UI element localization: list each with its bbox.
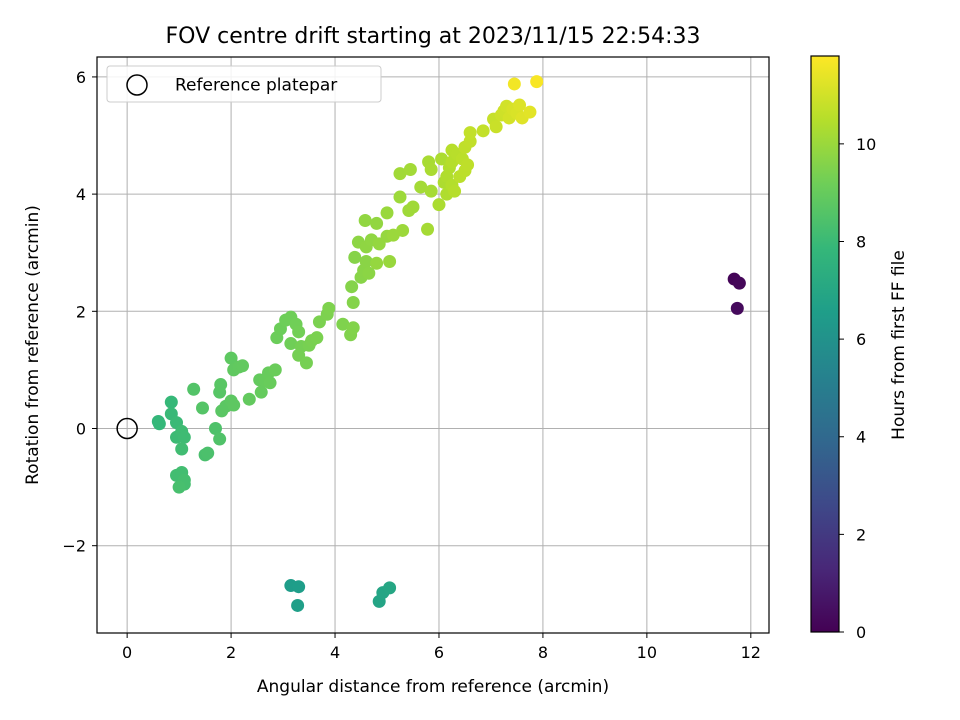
data-point xyxy=(383,255,397,269)
data-point xyxy=(380,206,394,220)
data-point xyxy=(463,126,477,140)
data-point xyxy=(421,222,435,236)
data-point xyxy=(291,598,305,612)
data-point xyxy=(435,152,449,166)
data-point xyxy=(396,223,410,237)
data-point xyxy=(201,446,215,460)
data-point xyxy=(393,167,407,181)
data-point xyxy=(348,250,362,264)
plot-frame xyxy=(96,56,770,634)
data-point xyxy=(362,266,376,280)
data-point xyxy=(292,325,306,339)
data-point xyxy=(732,276,746,290)
data-point xyxy=(187,382,201,396)
data-point xyxy=(292,580,306,594)
data-point xyxy=(236,359,250,373)
legend: Reference platepar xyxy=(106,65,382,103)
data-point xyxy=(322,301,336,315)
data-point xyxy=(214,378,228,392)
y-tick-label: 0 xyxy=(76,419,86,438)
y-axis-ticks: −2 0 2 4 6 xyxy=(62,68,97,556)
data-point xyxy=(424,163,438,177)
data-point xyxy=(345,280,359,294)
y-tick-label: 6 xyxy=(76,68,86,87)
data-point xyxy=(284,337,298,351)
colorbar-tick-label: 2 xyxy=(856,525,866,544)
data-point xyxy=(208,421,222,435)
data-point xyxy=(227,398,241,412)
data-point xyxy=(242,392,256,406)
colorbar-tick-label: 8 xyxy=(856,232,866,251)
y-axis-label: Rotation from reference (arcmin) xyxy=(23,205,43,485)
x-tick-label: 2 xyxy=(226,643,236,662)
x-axis-label: Angular distance from reference (arcmin) xyxy=(257,677,609,697)
data-point xyxy=(346,296,360,310)
data-point xyxy=(224,351,238,365)
data-point xyxy=(507,77,521,91)
colorbar-tick-label: 6 xyxy=(856,330,866,349)
legend-marker-icon xyxy=(126,74,148,96)
data-point xyxy=(177,430,191,444)
y-tick-label: 2 xyxy=(76,302,86,321)
data-point xyxy=(299,356,313,370)
data-point xyxy=(263,376,277,390)
data-point xyxy=(476,124,490,138)
data-point xyxy=(358,213,372,227)
legend-label: Reference platepar xyxy=(175,76,337,96)
x-axis-ticks: 0 2 4 6 8 10 12 xyxy=(122,633,761,662)
x-tick-label: 4 xyxy=(330,643,340,662)
colorbar-tick-label: 10 xyxy=(856,135,876,154)
data-point xyxy=(461,158,475,172)
data-point xyxy=(370,256,384,270)
x-tick-label: 0 xyxy=(122,643,132,662)
colorbar: 0 2 4 6 8 10 Hours from first FF file xyxy=(810,55,909,642)
data-point xyxy=(523,105,537,119)
data-point xyxy=(268,363,282,377)
colorbar-ticks: 0 2 4 6 8 10 xyxy=(839,135,876,642)
data-point xyxy=(196,401,210,415)
data-point xyxy=(393,190,407,204)
reference-point-marker xyxy=(116,417,138,440)
data-point xyxy=(346,321,360,335)
data-point xyxy=(448,184,462,198)
chart-title: FOV centre drift starting at 2023/11/15 … xyxy=(166,24,701,49)
data-point xyxy=(175,442,189,456)
data-point xyxy=(310,331,324,345)
data-point xyxy=(336,317,350,331)
data-points xyxy=(151,75,746,612)
data-point xyxy=(403,163,417,177)
data-point xyxy=(489,120,503,134)
legend-box xyxy=(106,65,382,103)
x-tick-label: 8 xyxy=(538,643,548,662)
data-point xyxy=(370,216,384,230)
data-point xyxy=(530,75,544,89)
x-tick-label: 6 xyxy=(434,643,444,662)
data-point xyxy=(730,301,744,315)
data-point xyxy=(424,184,438,198)
data-point xyxy=(432,198,446,212)
x-tick-label: 12 xyxy=(741,643,761,662)
data-point xyxy=(164,395,178,409)
data-point xyxy=(172,480,186,494)
plot-area xyxy=(96,56,770,634)
data-point xyxy=(513,98,527,112)
y-tick-label: 4 xyxy=(76,185,86,204)
colorbar-gradient xyxy=(810,55,840,633)
data-point xyxy=(406,200,420,214)
grid xyxy=(97,57,769,633)
colorbar-tick-label: 4 xyxy=(856,428,866,447)
colorbar-label: Hours from first FF file xyxy=(889,250,909,440)
y-tick-label: −2 xyxy=(62,537,86,556)
data-point xyxy=(383,581,397,595)
data-point xyxy=(414,180,428,194)
colorbar-tick-label: 0 xyxy=(856,623,866,642)
data-point xyxy=(254,385,268,399)
data-point xyxy=(152,417,166,431)
data-point xyxy=(359,255,373,269)
x-tick-label: 10 xyxy=(637,643,657,662)
data-point xyxy=(213,432,227,446)
